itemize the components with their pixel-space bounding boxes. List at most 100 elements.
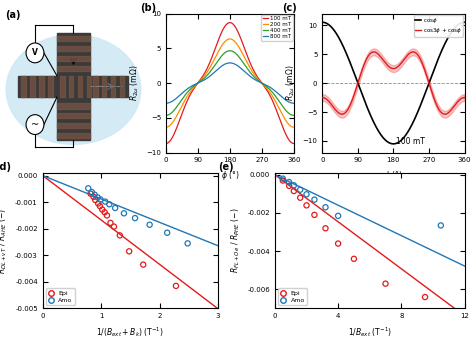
Legend: Epi, Amo: Epi, Amo [46,288,75,305]
800 mT [219,64,225,68]
Point [99,207,106,212]
100 mT [291,141,297,145]
Line: 400 mT: 400 mT [166,51,294,115]
Polygon shape [57,97,90,140]
400 mT [215,59,220,63]
Line: cos$\phi$: cos$\phi$ [322,22,465,144]
Point [290,188,298,194]
Y-axis label: $R_{2\omega}$ (mΩ): $R_{2\omega}$ (mΩ) [284,65,297,101]
X-axis label: $1/(B_{ext}+B_k)\ (\mathrm{T}^{-1})$: $1/(B_{ext}+B_k)\ (\mathrm{T}^{-1})$ [96,325,164,339]
Bar [87,76,91,97]
Bar [101,76,107,97]
Text: ~: ~ [31,120,39,129]
Bar [78,76,82,97]
Point [120,211,128,216]
Line: 200 mT: 200 mT [166,39,294,127]
400 mT [265,86,271,90]
Bar [57,56,90,61]
Circle shape [26,115,44,135]
Polygon shape [57,33,90,76]
Text: V: V [32,48,38,57]
Point [91,192,99,197]
200 mT [176,109,182,114]
400 mT [263,84,269,88]
Point [91,197,99,203]
Bar [57,46,90,51]
Bar [93,76,98,97]
200 mT [263,85,269,89]
Point [310,212,318,218]
400 mT [219,53,225,57]
cos$\phi$ [377,131,383,135]
cos$\phi$ [391,142,396,146]
Point [107,220,114,225]
Point [164,230,171,235]
cos$\phi$ [319,20,325,24]
Bar [21,76,26,97]
Bar [110,76,115,97]
cos3$\phi$ + cos$\phi$ [462,96,467,100]
Point [139,262,147,267]
100 mT [215,40,220,44]
Text: (b): (b) [140,3,156,13]
cos3$\phi$ + cos$\phi$ [382,61,388,65]
Point [310,197,318,202]
X-axis label: $\phi$ (°): $\phi$ (°) [384,169,403,182]
Point [97,197,104,202]
100 mT [219,29,225,33]
Bar [48,76,53,97]
Point [88,189,96,195]
cos$\phi$ [430,69,436,74]
cos$\phi$ [334,32,340,36]
Bar [119,76,124,97]
100 mT [176,120,182,124]
cos3$\phi$ + cos$\phi$ [417,57,423,61]
Point [290,183,298,188]
800 mT [227,61,233,65]
cos3$\phi$ + cos$\phi$ [319,96,325,100]
Text: (d): (d) [0,162,11,172]
Point [437,223,445,228]
Point [111,205,119,211]
Point [334,213,342,219]
800 mT [263,83,269,87]
Legend: cos$\phi$, cos3$\phi$ + cos$\phi$: cos$\phi$, cos3$\phi$ + cos$\phi$ [414,15,464,37]
Point [296,187,304,193]
cos3$\phi$ + cos$\phi$ [442,112,448,116]
Point [110,224,118,229]
cos$\phi$ [417,104,423,108]
Line: 100 mT: 100 mT [166,23,294,143]
Point [382,281,389,286]
Y-axis label: $R_{FL+Oe}\ /\ R_{PHE}\ (-)$: $R_{FL+Oe}\ /\ R_{PHE}\ (-)$ [229,208,242,274]
cos3$\phi$ + cos$\phi$ [371,50,376,54]
Polygon shape [90,76,128,97]
Point [106,202,113,207]
800 mT [291,101,297,105]
Point [84,185,92,191]
Bar [39,76,44,97]
Point [126,248,133,254]
Point [101,199,109,204]
cos$\phi$ [433,63,439,67]
200 mT [265,88,271,92]
200 mT [251,72,257,76]
Point [90,194,97,200]
Text: (c): (c) [283,3,297,13]
400 mT [291,113,297,117]
Line: cos3$\phi$ + cos$\phi$: cos3$\phi$ + cos$\phi$ [322,52,465,114]
Circle shape [26,43,44,63]
200 mT [163,125,169,129]
Point [303,203,310,208]
Point [94,201,102,206]
100 mT [265,90,271,94]
Point [279,176,287,181]
Point [116,233,124,238]
Point [146,222,154,227]
800 mT [215,67,220,72]
Point [421,294,429,300]
cos3$\phi$ + cos$\phi$ [430,95,436,99]
800 mT [176,94,182,98]
Legend: Epi, Amo: Epi, Amo [278,288,307,305]
Point [334,241,342,246]
800 mT [251,77,257,81]
